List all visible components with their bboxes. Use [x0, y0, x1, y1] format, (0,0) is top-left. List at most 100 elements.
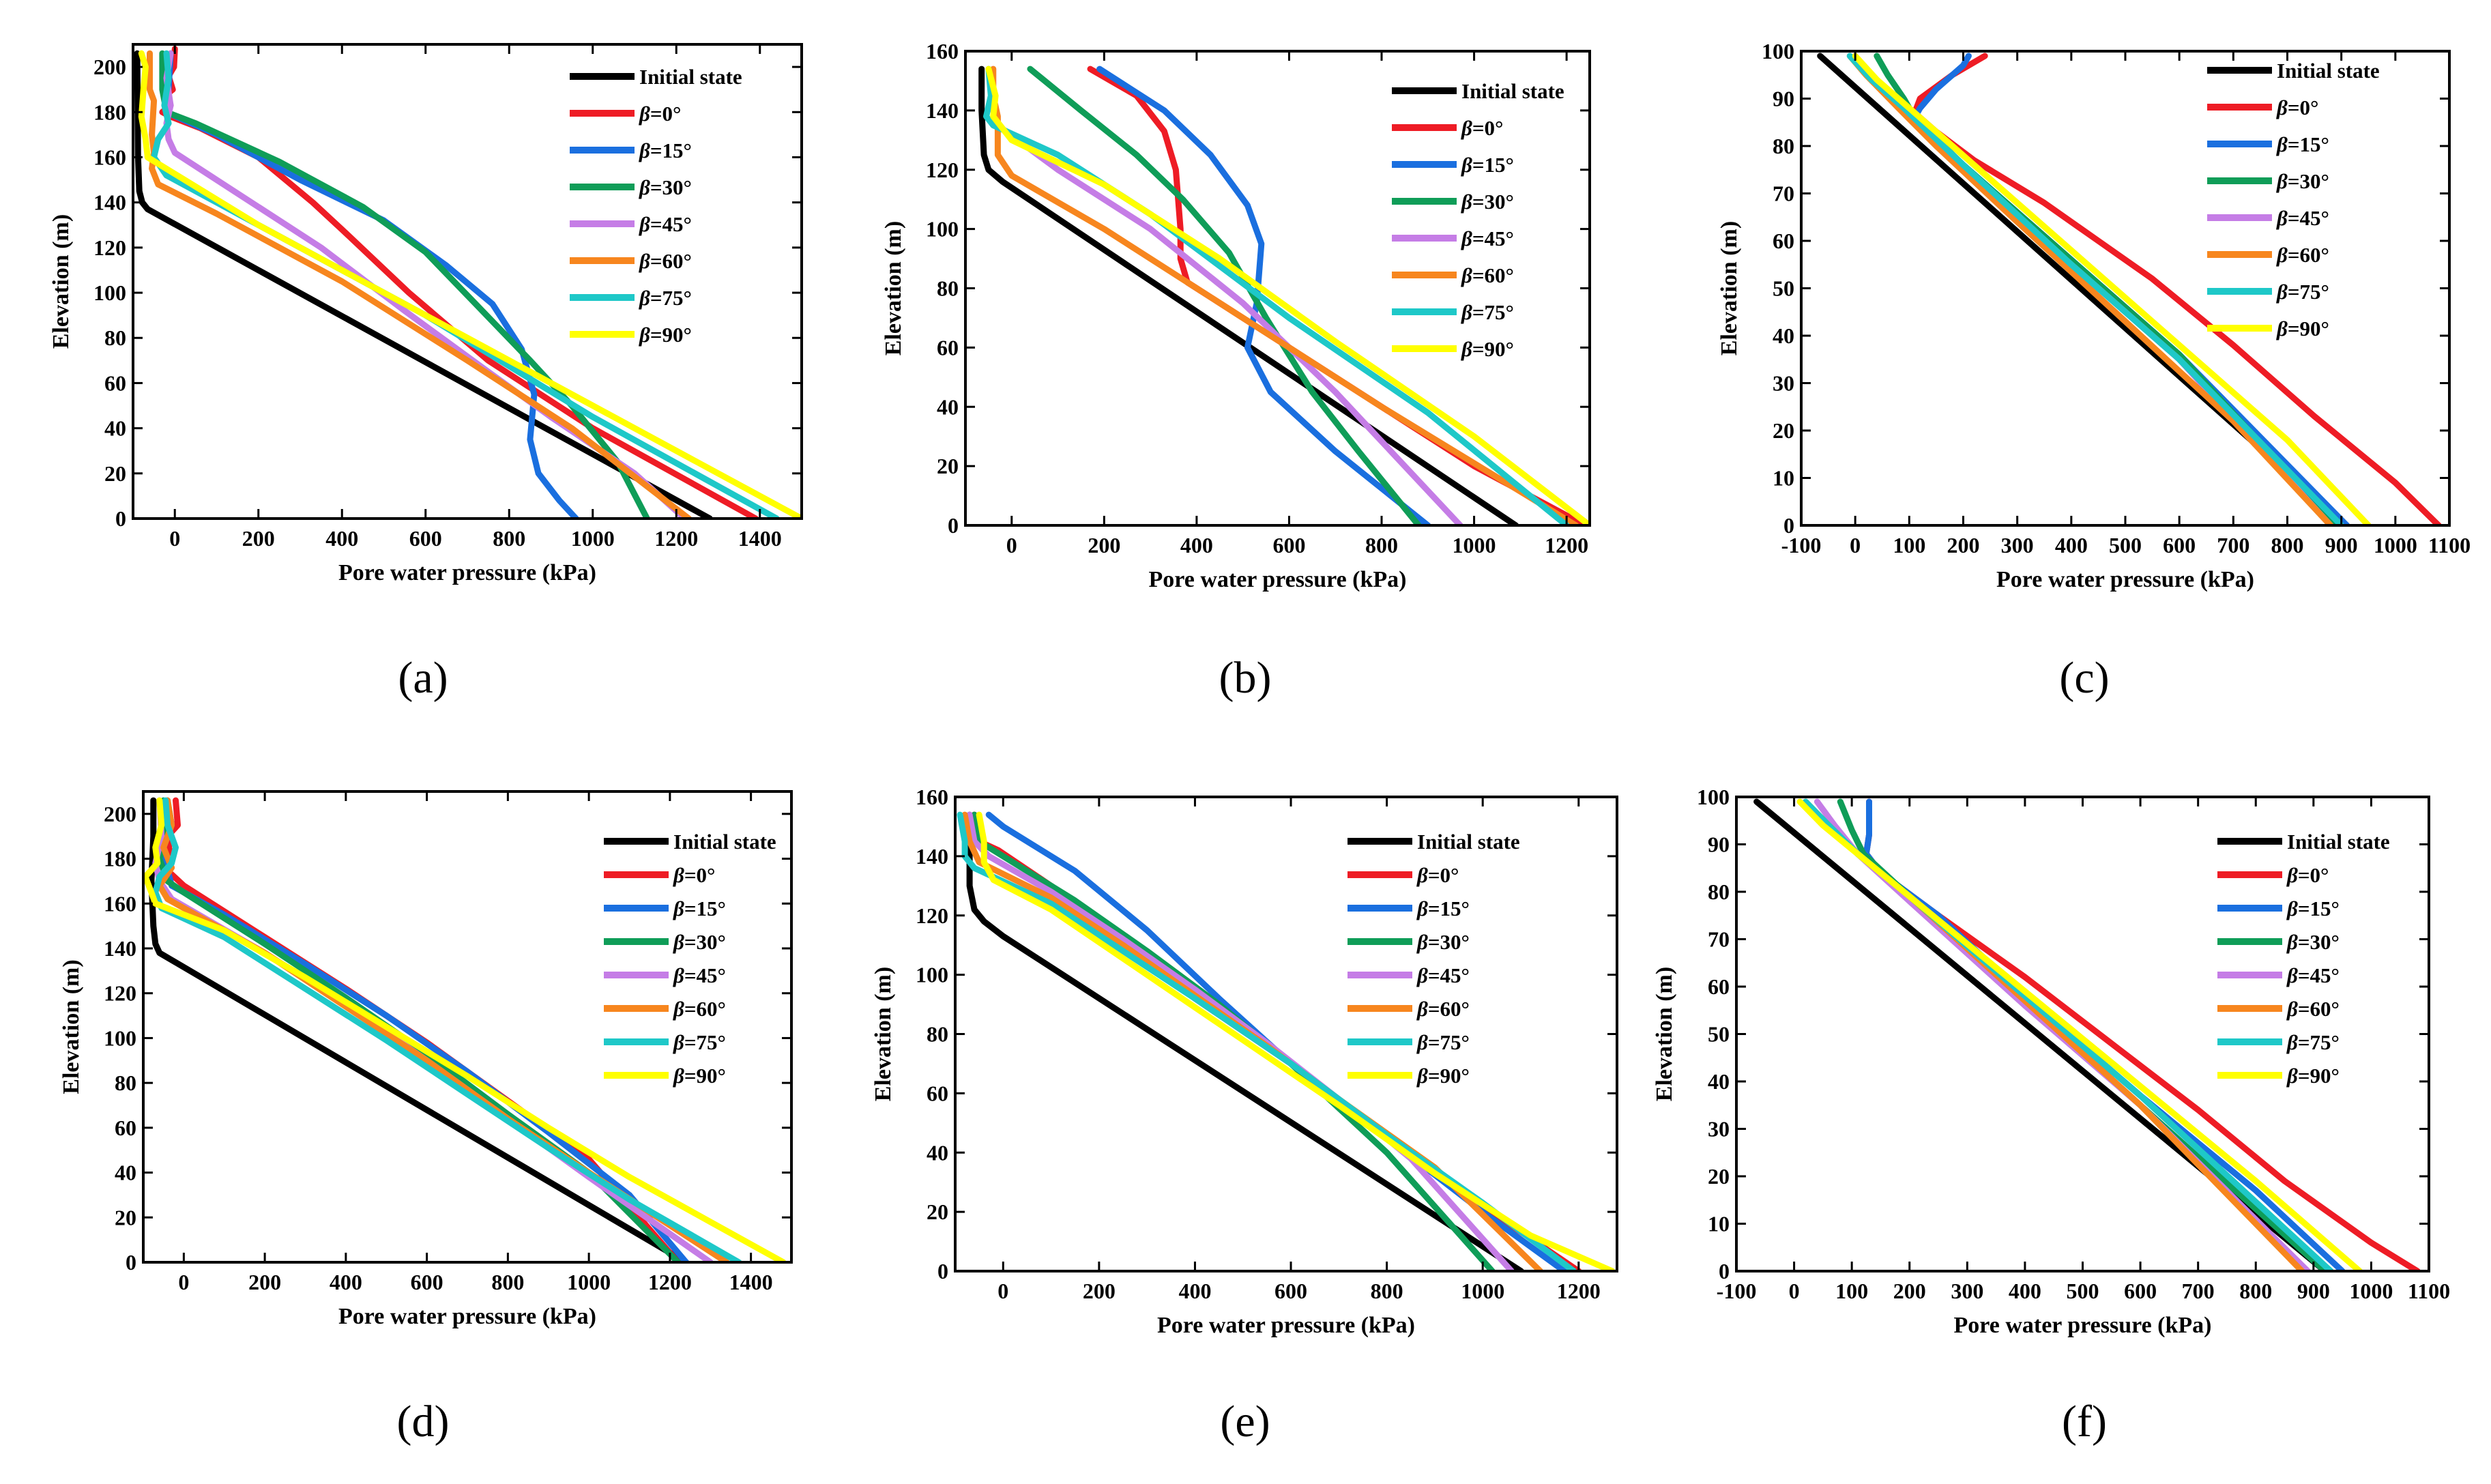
legend-text: =15°	[650, 139, 692, 162]
legend-text: =30°	[1428, 930, 1470, 954]
legend-text: =90°	[1472, 337, 1514, 361]
y-tick-label: 90	[1708, 832, 1730, 857]
legend: Initial stateβ=0°β=15°β=30°β=45°β=60°β=7…	[570, 65, 742, 347]
legend-label: β=75°	[1461, 300, 1514, 324]
legend-label: β=15°	[2286, 897, 2340, 920]
legend-text: =30°	[650, 175, 692, 199]
panel-label: (b)	[1219, 653, 1272, 703]
legend-label: β=45°	[1416, 963, 1470, 987]
legend-label: β=30°	[639, 175, 692, 199]
legend-symbol: β	[639, 212, 650, 236]
legend-symbol: β	[2286, 930, 2298, 954]
legend-label: β=60°	[639, 249, 692, 273]
legend-symbol: β	[2286, 997, 2298, 1021]
y-tick-label: 0	[1783, 513, 1794, 538]
y-tick-label: 80	[927, 1022, 948, 1047]
x-tick-label: 1000	[1461, 1279, 1504, 1303]
x-tick-label: 200	[1947, 533, 1980, 557]
y-axis-title: Elevation (m)	[48, 214, 74, 349]
legend-label: Initial state	[673, 830, 776, 854]
series-line-6	[151, 50, 780, 519]
y-tick-label: 40	[104, 416, 126, 441]
x-axis-title: Pore water pressure (kPa)	[338, 1304, 596, 1329]
y-tick-label: 0	[948, 513, 959, 538]
y-tick-label: 100	[916, 963, 948, 987]
legend-text: =90°	[2288, 317, 2329, 340]
legend-symbol: β	[639, 249, 650, 273]
x-tick-label: 1000	[571, 526, 615, 551]
legend-symbol: β	[673, 1030, 684, 1054]
legend-label: β=15°	[2276, 132, 2329, 156]
legend-symbol: β	[639, 102, 650, 126]
x-tick-label: 1400	[738, 526, 782, 551]
legend-symbol: β	[2276, 132, 2288, 156]
y-tick-label: 0	[126, 1250, 136, 1275]
legend-label: β=75°	[673, 1030, 726, 1054]
legend-label: β=75°	[639, 286, 692, 310]
y-tick-label: 20	[115, 1205, 136, 1230]
legend-label: β=45°	[1461, 227, 1514, 250]
legend-text: =45°	[1472, 227, 1514, 250]
series-line-1	[156, 797, 682, 1262]
legend-label: β=60°	[1461, 263, 1514, 287]
legend-text: =45°	[1428, 963, 1470, 987]
y-tick-label: 120	[926, 158, 959, 182]
series-line-2	[1863, 798, 2346, 1271]
legend-symbol: β	[1461, 153, 1472, 177]
legend-text: =0°	[2288, 96, 2319, 119]
y-tick-label: 60	[1708, 974, 1730, 999]
legend-symbol: β	[673, 1064, 684, 1088]
y-tick-label: 180	[93, 100, 126, 124]
legend-text: Initial state	[673, 830, 776, 854]
x-tick-label: 200	[1893, 1279, 1926, 1303]
y-tick-label: 10	[1773, 466, 1794, 491]
y-tick-label: 120	[916, 903, 948, 928]
x-tick-label: 0	[1789, 1279, 1800, 1303]
x-tick-label: 0	[1006, 533, 1017, 557]
legend-label: β=60°	[2286, 997, 2340, 1021]
x-tick-label: 600	[1274, 1279, 1307, 1303]
y-tick-label: 30	[1708, 1117, 1730, 1141]
panel-label: (c)	[2059, 653, 2109, 703]
y-tick-label: 120	[104, 981, 136, 1006]
legend-text: =60°	[1428, 997, 1470, 1021]
legend-text: =0°	[2298, 863, 2329, 887]
series-line-2	[1096, 66, 1431, 525]
legend-symbol: β	[2286, 863, 2298, 887]
legend-label: β=45°	[639, 212, 692, 236]
series-line-7	[143, 797, 787, 1262]
x-tick-label: 1200	[1545, 533, 1588, 557]
y-tick-label: 0	[115, 506, 126, 531]
x-tick-label: 500	[2109, 533, 2142, 557]
legend-label: β=15°	[673, 897, 726, 920]
x-tick-label: 200	[242, 526, 275, 551]
x-tick-label: 500	[2067, 1279, 2099, 1303]
y-tick-label: 60	[937, 335, 959, 360]
legend-symbol: β	[673, 897, 684, 920]
legend-label: β=90°	[2286, 1064, 2340, 1088]
x-tick-label: 600	[2163, 533, 2196, 557]
legend-text: =75°	[2298, 1030, 2340, 1054]
plot-area	[978, 66, 1590, 525]
legend-label: β=45°	[673, 963, 726, 987]
x-tick-label: 100	[1835, 1279, 1868, 1303]
series-line-7	[976, 811, 1616, 1271]
x-tick-label: 300	[2001, 533, 2034, 557]
x-tick-label: 800	[2271, 533, 2304, 557]
legend-label: β=45°	[2276, 206, 2329, 230]
y-tick-label: 50	[1773, 276, 1794, 301]
y-tick-label: 140	[916, 844, 948, 869]
legend-label: β=90°	[673, 1064, 726, 1088]
plot-area	[1817, 53, 2442, 525]
x-tick-label: 200	[248, 1270, 281, 1294]
x-tick-label: 0	[997, 1279, 1008, 1303]
x-tick-label: 800	[493, 526, 525, 551]
legend-symbol: β	[1416, 963, 1428, 987]
plot-area	[957, 811, 1616, 1271]
series-line-6	[957, 811, 1577, 1271]
x-tick-label: -100	[1781, 533, 1822, 557]
legend-text: =30°	[1472, 190, 1514, 214]
legend-symbol: β	[2276, 243, 2288, 267]
y-tick-label: 140	[93, 190, 126, 215]
legend-label: Initial state	[2277, 59, 2380, 83]
